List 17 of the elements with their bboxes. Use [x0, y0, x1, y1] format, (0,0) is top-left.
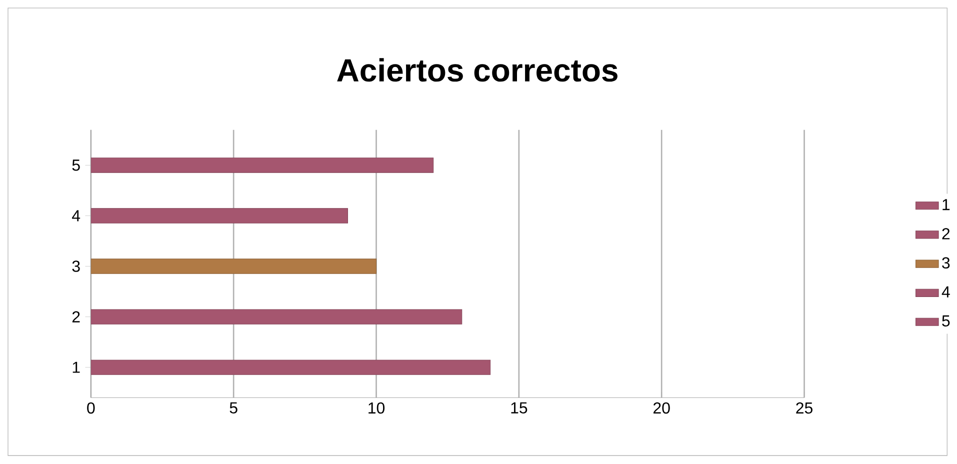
x-tick-label: 5	[230, 402, 238, 414]
y-tick-label: 1	[72, 362, 80, 374]
legend-label: 1	[942, 199, 950, 210]
x-tick-label: 0	[87, 402, 95, 414]
y-tick-label: 3	[72, 260, 80, 272]
legend-label: 4	[942, 286, 950, 298]
x-tick-label: 10	[368, 402, 385, 414]
legend-label: 3	[942, 257, 950, 269]
chart-title: Aciertos correctos	[337, 58, 618, 82]
legend-label: 2	[942, 228, 950, 240]
y-tick-label: 5	[72, 160, 80, 172]
x-tick-label: 20	[653, 402, 670, 414]
legend-label: 5	[942, 316, 950, 327]
y-tick-label: 2	[72, 311, 80, 323]
x-tick-label: 25	[796, 402, 812, 414]
y-tick-label: 4	[72, 210, 80, 222]
x-tick-label: 15	[511, 402, 528, 414]
